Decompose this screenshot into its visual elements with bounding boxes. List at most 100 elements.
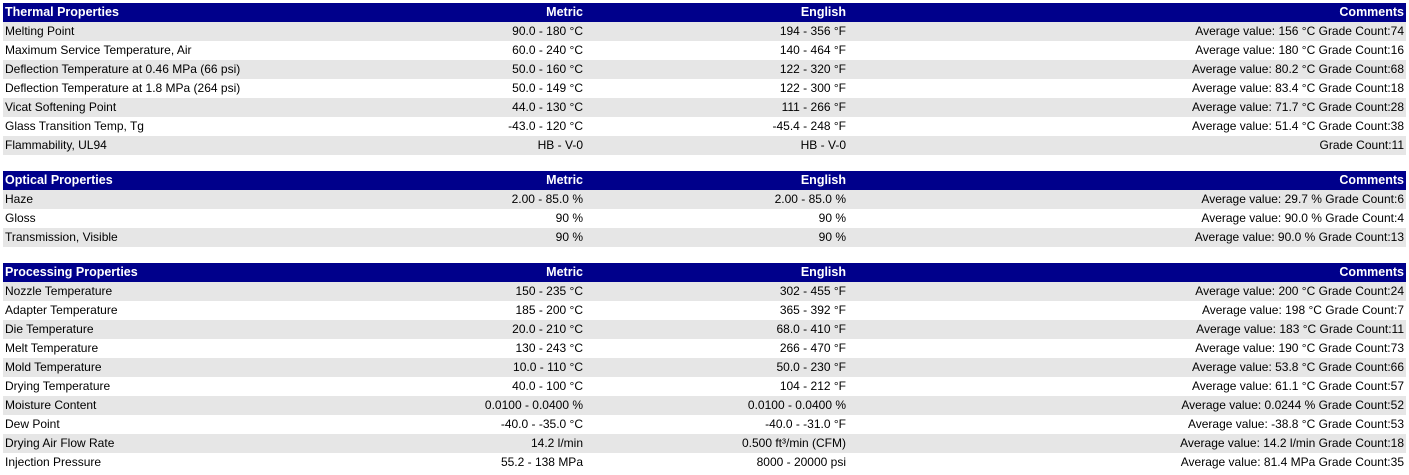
table-body: Haze 2.00 - 85.0 % 2.00 - 85.0 % Average va… — [3, 190, 1406, 247]
comment-value: Average value: 53.8 °C Grade Count:66 — [848, 358, 1406, 377]
property-name: Injection Pressure — [3, 453, 333, 472]
table-row: Melt Temperature 130 - 243 °C 266 - 470 °F… — [3, 339, 1406, 358]
metric-value: 40.0 - 100 °C — [333, 377, 585, 396]
english-value: 0.0100 - 0.0400 % — [585, 396, 848, 415]
metric-value: -43.0 - 120 °C — [333, 117, 585, 136]
section-spacer — [3, 155, 1406, 171]
property-name: Deflection Temperature at 0.46 MPa (66 p… — [3, 60, 333, 79]
table-row: Mold Temperature 10.0 - 110 °C 50.0 - 230 … — [3, 358, 1406, 377]
english-column-header: English — [585, 263, 848, 282]
comment-value: Average value: 0.0244 % Grade Count:52 — [848, 396, 1406, 415]
english-value: -40.0 - -31.0 °F — [585, 415, 848, 434]
table-row: Glass Transition Temp, Tg -43.0 - 120 °C -… — [3, 117, 1406, 136]
comment-value: Average value: 198 °C Grade Count:7 — [848, 301, 1406, 320]
english-value: 122 - 300 °F — [585, 79, 848, 98]
property-name: Maximum Service Temperature, Air — [3, 41, 333, 60]
table-row: Deflection Temperature at 0.46 MPa (66 p… — [3, 60, 1406, 79]
comment-value: Average value: -38.8 °C Grade Count:53 — [848, 415, 1406, 434]
property-name: Melt Temperature — [3, 339, 333, 358]
table-row: Flammability, UL94 HB - V-0 HB - V-0 Grade … — [3, 136, 1406, 155]
metric-value: 55.2 - 138 MPa — [333, 453, 585, 472]
table-row: Die Temperature 20.0 - 210 °C 68.0 - 410 °… — [3, 320, 1406, 339]
metric-value: 0.0100 - 0.0400 % — [333, 396, 585, 415]
metric-value: 50.0 - 149 °C — [333, 79, 585, 98]
property-name: Transmission, Visible — [3, 228, 333, 247]
comments-column-header: Comments — [848, 3, 1406, 22]
metric-column-header: Metric — [333, 3, 585, 22]
english-value: 194 - 356 °F — [585, 22, 848, 41]
comment-value: Average value: 51.4 °C Grade Count:38 — [848, 117, 1406, 136]
property-name: Melting Point — [3, 22, 333, 41]
table-row: Haze 2.00 - 85.0 % 2.00 - 85.0 % Average va… — [3, 190, 1406, 209]
property-name: Deflection Temperature at 1.8 MPa (264 p… — [3, 79, 333, 98]
metric-value: 50.0 - 160 °C — [333, 60, 585, 79]
comment-value: Average value: 90.0 % Grade Count:4 — [848, 209, 1406, 228]
english-value: 90 % — [585, 228, 848, 247]
property-name: Drying Air Flow Rate — [3, 434, 333, 453]
metric-value: 185 - 200 °C — [333, 301, 585, 320]
table-row: Injection Pressure 55.2 - 138 MPa 8000 - 2… — [3, 453, 1406, 472]
comment-value: Average value: 156 °C Grade Count:74 — [848, 22, 1406, 41]
english-value: 104 - 212 °F — [585, 377, 848, 396]
table-row: Maximum Service Temperature, Air 60.0 - 2… — [3, 41, 1406, 60]
optical-properties-table: Optical Properties Metric English Commen… — [3, 171, 1406, 247]
comment-value: Average value: 14.2 l/min Grade Count:18 — [848, 434, 1406, 453]
section-title: Optical Properties — [3, 171, 333, 190]
table-body: Nozzle Temperature 150 - 235 °C 302 - 455 … — [3, 282, 1406, 472]
property-name: Gloss — [3, 209, 333, 228]
property-name: Flammability, UL94 — [3, 136, 333, 155]
table-row: Vicat Softening Point 44.0 - 130 °C 111 - … — [3, 98, 1406, 117]
section-title: Processing Properties — [3, 263, 333, 282]
english-value: 0.500 ft³/min (CFM) — [585, 434, 848, 453]
metric-value: 2.00 - 85.0 % — [333, 190, 585, 209]
metric-value: 44.0 - 130 °C — [333, 98, 585, 117]
comment-value: Average value: 90.0 % Grade Count:13 — [848, 228, 1406, 247]
comments-column-header: Comments — [848, 171, 1406, 190]
english-value: 111 - 266 °F — [585, 98, 848, 117]
table-row: Adapter Temperature 185 - 200 °C 365 - 392… — [3, 301, 1406, 320]
table-row: Moisture Content 0.0100 - 0.0400 % 0.0100 … — [3, 396, 1406, 415]
table-row: Melting Point 90.0 - 180 °C 194 - 356 °F Av… — [3, 22, 1406, 41]
section-title: Thermal Properties — [3, 3, 333, 22]
property-name: Vicat Softening Point — [3, 98, 333, 117]
metric-value: 150 - 235 °C — [333, 282, 585, 301]
metric-column-header: Metric — [333, 263, 585, 282]
metric-value: 14.2 l/min — [333, 434, 585, 453]
table-header-row: Processing Properties Metric English Com… — [3, 263, 1406, 282]
english-value: -45.4 - 248 °F — [585, 117, 848, 136]
english-value: 122 - 320 °F — [585, 60, 848, 79]
table-header-row: Optical Properties Metric English Commen… — [3, 171, 1406, 190]
comments-column-header: Comments — [848, 263, 1406, 282]
property-name: Drying Temperature — [3, 377, 333, 396]
english-value: 50.0 - 230 °F — [585, 358, 848, 377]
property-name: Die Temperature — [3, 320, 333, 339]
english-value: HB - V-0 — [585, 136, 848, 155]
processing-properties-table: Processing Properties Metric English Com… — [3, 263, 1406, 472]
table-row: Deflection Temperature at 1.8 MPa (264 p… — [3, 79, 1406, 98]
english-value: 302 - 455 °F — [585, 282, 848, 301]
property-name: Adapter Temperature — [3, 301, 333, 320]
property-name: Haze — [3, 190, 333, 209]
metric-value: 90 % — [333, 228, 585, 247]
property-name: Glass Transition Temp, Tg — [3, 117, 333, 136]
comment-value: Average value: 83.4 °C Grade Count:18 — [848, 79, 1406, 98]
english-value: 68.0 - 410 °F — [585, 320, 848, 339]
metric-value: 10.0 - 110 °C — [333, 358, 585, 377]
metric-value: 90.0 - 180 °C — [333, 22, 585, 41]
comment-value: Grade Count:11 — [848, 136, 1406, 155]
property-name: Nozzle Temperature — [3, 282, 333, 301]
english-value: 8000 - 20000 psi — [585, 453, 848, 472]
metric-value: -40.0 - -35.0 °C — [333, 415, 585, 434]
metric-value: 130 - 243 °C — [333, 339, 585, 358]
comment-value: Average value: 183 °C Grade Count:11 — [848, 320, 1406, 339]
section-spacer — [3, 247, 1406, 263]
comment-value: Average value: 81.4 MPa Grade Count:35 — [848, 453, 1406, 472]
comment-value: Average value: 190 °C Grade Count:73 — [848, 339, 1406, 358]
table-row: Drying Temperature 40.0 - 100 °C 104 - 212… — [3, 377, 1406, 396]
table-row: Transmission, Visible 90 % 90 % Average val… — [3, 228, 1406, 247]
metric-value: 90 % — [333, 209, 585, 228]
property-name: Moisture Content — [3, 396, 333, 415]
english-value: 90 % — [585, 209, 848, 228]
property-name: Dew Point — [3, 415, 333, 434]
